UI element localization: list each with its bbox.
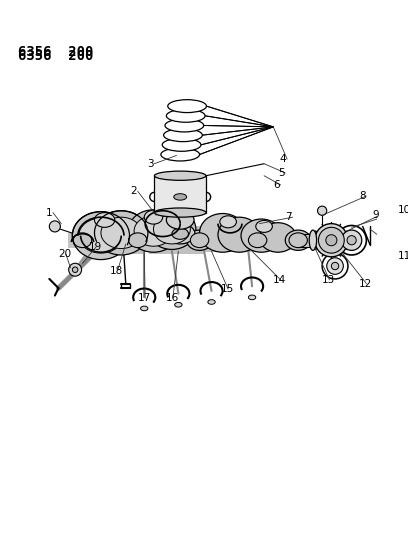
Ellipse shape	[95, 213, 115, 228]
Ellipse shape	[154, 171, 206, 180]
Circle shape	[69, 263, 82, 276]
Ellipse shape	[134, 216, 173, 246]
Ellipse shape	[148, 209, 196, 249]
Ellipse shape	[72, 212, 129, 260]
Ellipse shape	[309, 230, 317, 251]
Ellipse shape	[341, 230, 362, 251]
Ellipse shape	[79, 218, 123, 253]
Ellipse shape	[95, 211, 148, 255]
Text: 12: 12	[359, 279, 372, 288]
Polygon shape	[68, 233, 322, 248]
Ellipse shape	[164, 128, 202, 142]
Ellipse shape	[285, 230, 311, 251]
Text: 6: 6	[273, 180, 280, 190]
Ellipse shape	[162, 139, 201, 151]
Ellipse shape	[218, 217, 260, 252]
Ellipse shape	[241, 219, 282, 252]
Text: 8: 8	[359, 191, 366, 201]
Text: 2: 2	[131, 187, 137, 196]
Ellipse shape	[186, 230, 213, 251]
Text: 1: 1	[46, 207, 52, 217]
Ellipse shape	[248, 295, 256, 300]
Text: 7: 7	[285, 212, 292, 222]
Ellipse shape	[326, 235, 337, 246]
Polygon shape	[154, 176, 206, 213]
Ellipse shape	[256, 221, 273, 232]
Ellipse shape	[208, 300, 215, 304]
Ellipse shape	[165, 119, 204, 132]
Ellipse shape	[175, 302, 182, 307]
Ellipse shape	[144, 211, 163, 224]
Polygon shape	[257, 230, 304, 251]
Text: 20: 20	[58, 249, 72, 259]
Ellipse shape	[172, 228, 188, 239]
Ellipse shape	[347, 236, 356, 245]
Ellipse shape	[141, 306, 148, 311]
Text: 4: 4	[280, 154, 286, 164]
Text: 14: 14	[273, 275, 286, 285]
Circle shape	[72, 267, 78, 272]
Ellipse shape	[331, 262, 339, 270]
Ellipse shape	[166, 224, 195, 244]
Ellipse shape	[327, 258, 344, 274]
Ellipse shape	[289, 233, 307, 248]
Circle shape	[49, 221, 60, 232]
Ellipse shape	[319, 228, 344, 253]
Ellipse shape	[154, 208, 206, 217]
Ellipse shape	[166, 109, 205, 122]
Text: 16: 16	[166, 293, 179, 303]
Ellipse shape	[129, 233, 147, 248]
Ellipse shape	[220, 216, 236, 228]
Text: 6356  200: 6356 200	[18, 49, 93, 62]
Polygon shape	[296, 234, 333, 247]
Ellipse shape	[153, 214, 191, 244]
Text: 6356  200: 6356 200	[18, 45, 93, 59]
Ellipse shape	[73, 233, 92, 248]
Text: 19: 19	[89, 241, 102, 252]
Ellipse shape	[166, 211, 194, 229]
Ellipse shape	[259, 223, 296, 252]
Ellipse shape	[191, 233, 209, 248]
Ellipse shape	[248, 233, 267, 248]
Polygon shape	[200, 228, 264, 252]
Ellipse shape	[128, 210, 179, 252]
Text: 13: 13	[322, 275, 335, 285]
Ellipse shape	[168, 100, 206, 112]
Circle shape	[317, 206, 327, 215]
Ellipse shape	[174, 193, 186, 200]
Text: 3: 3	[147, 159, 154, 169]
Polygon shape	[101, 227, 144, 254]
Ellipse shape	[315, 224, 348, 257]
Text: 18: 18	[110, 265, 123, 276]
Polygon shape	[149, 227, 204, 254]
Polygon shape	[175, 200, 185, 227]
Text: 9: 9	[372, 211, 379, 220]
Ellipse shape	[200, 214, 246, 252]
Text: 17: 17	[138, 293, 151, 303]
Text: 10: 10	[398, 205, 408, 215]
Ellipse shape	[161, 148, 200, 161]
Text: 15: 15	[221, 284, 234, 294]
Ellipse shape	[101, 217, 142, 248]
Text: 11: 11	[398, 251, 408, 261]
Text: 5: 5	[278, 168, 284, 178]
